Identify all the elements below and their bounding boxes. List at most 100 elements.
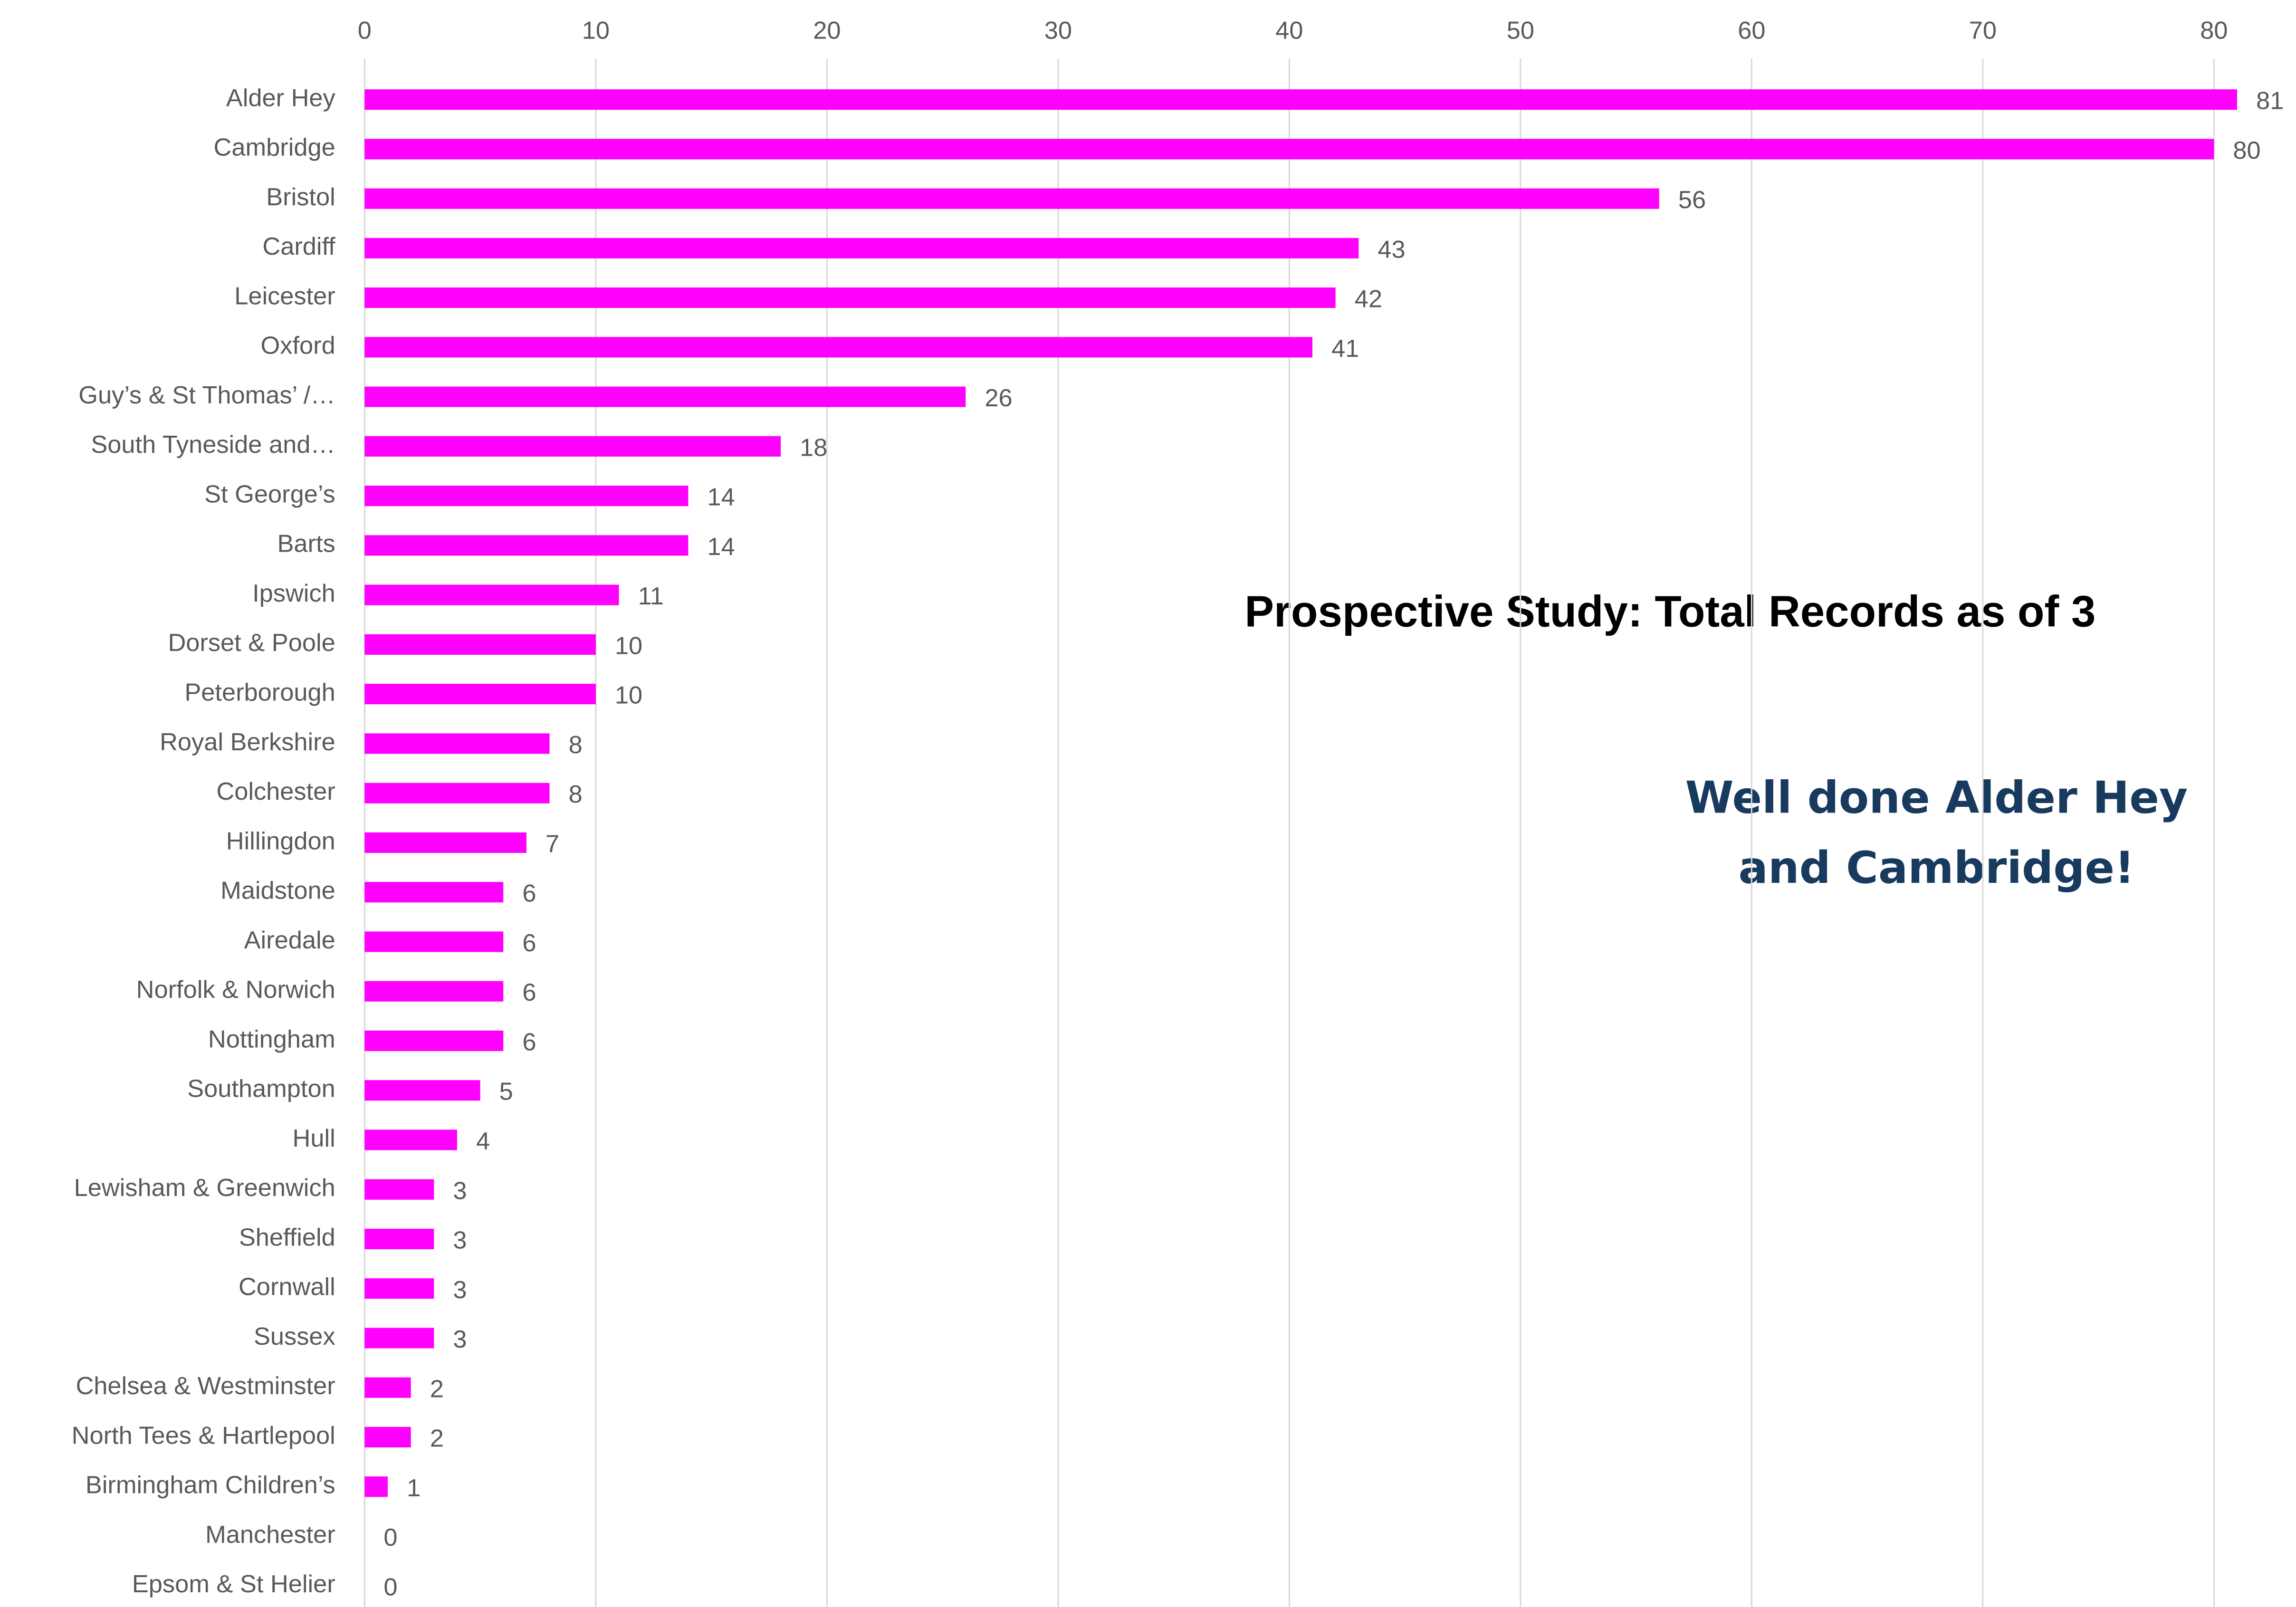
value-label: 18 [800, 434, 827, 461]
value-label: 3 [453, 1227, 467, 1254]
bar [364, 386, 966, 407]
y-tick-label: Hull [293, 1125, 335, 1152]
y-tick-label: Barts [277, 530, 335, 558]
y-tick-label: Hillingdon [226, 827, 335, 855]
value-label: 5 [499, 1078, 513, 1106]
y-tick-label: Bristol [266, 183, 335, 211]
bar [364, 832, 526, 853]
y-tick-label: Manchester [205, 1521, 335, 1549]
y-tick-label: Oxford [261, 332, 335, 360]
bar [364, 684, 596, 705]
y-tick-label: North Tees & Hartlepool [72, 1422, 335, 1449]
y-tick-label: Sheffield [239, 1224, 335, 1251]
bar [364, 1179, 434, 1200]
value-label: 81 [2256, 87, 2284, 115]
bar [364, 188, 1659, 209]
value-label: 10 [615, 632, 642, 660]
value-label: 14 [708, 484, 735, 511]
bar [364, 535, 689, 556]
bar [364, 1278, 434, 1299]
x-tick-label: 40 [1275, 17, 1303, 45]
bar [364, 981, 504, 1002]
y-tick-label: Cardiff [262, 233, 335, 260]
y-tick-label: Peterborough [184, 679, 335, 706]
y-tick-label: South Tyneside and… [91, 431, 335, 459]
value-label: 11 [638, 583, 664, 610]
value-label: 6 [522, 979, 536, 1006]
y-tick-label: Dorset & Poole [168, 629, 335, 657]
bar [364, 931, 504, 952]
x-tick-label: 10 [582, 17, 610, 45]
bar [364, 337, 1313, 358]
y-tick-label: Lewisham & Greenwich [74, 1174, 335, 1202]
value-label: 43 [1378, 236, 1405, 263]
value-label: 3 [453, 1276, 467, 1304]
bar [364, 1377, 411, 1398]
value-label: 0 [383, 1573, 397, 1601]
bar [364, 287, 1336, 308]
y-tick-label: Cambridge [214, 134, 335, 162]
bar [364, 1426, 411, 1448]
y-tick-label: Maidstone [220, 877, 335, 905]
y-tick-label: Sussex [254, 1323, 335, 1350]
value-label: 6 [522, 929, 536, 957]
value-label: 2 [430, 1425, 444, 1453]
y-tick-label: Birmingham Children’s [86, 1472, 335, 1499]
annotation: Well done Alder Hey and Cambridge! [1685, 773, 2188, 895]
value-label: 14 [708, 533, 735, 561]
bar [364, 486, 689, 507]
value-label: 10 [615, 682, 642, 709]
bar [364, 634, 596, 655]
bar [364, 89, 2238, 110]
annotation-box: Well done Alder Hey and Cambridge! [1685, 773, 2188, 895]
y-tick-label: Epsom & St Helier [132, 1570, 335, 1598]
bar [364, 1030, 504, 1052]
value-label: 4 [476, 1128, 490, 1155]
y-tick-label: Southampton [187, 1075, 335, 1103]
bar [364, 882, 504, 903]
bar [364, 1476, 388, 1497]
y-tick-label: Ipswich [252, 580, 335, 607]
value-label: 56 [1678, 186, 1706, 214]
y-tick-label: Airedale [244, 927, 335, 954]
x-tick-label: 50 [1507, 17, 1534, 45]
value-label: 7 [545, 830, 559, 858]
value-label: 3 [453, 1177, 467, 1205]
bar [364, 436, 781, 457]
x-tick-label: 30 [1044, 17, 1072, 45]
x-tick-label: 0 [358, 17, 372, 45]
value-label: 6 [522, 880, 536, 908]
chart-title: Prospective Study: Total Records as of 3 [1244, 587, 2095, 636]
value-label: 26 [985, 384, 1012, 412]
bar [364, 238, 1359, 258]
value-label: 8 [569, 731, 583, 759]
bar [364, 1328, 434, 1349]
y-tick-label: St George’s [204, 480, 335, 508]
bar [364, 783, 550, 804]
x-tick-label: 80 [2200, 17, 2228, 45]
value-label: 8 [569, 781, 583, 808]
value-label: 42 [1355, 286, 1382, 313]
y-tick-label: Leicester [234, 282, 335, 310]
y-tick-label: Chelsea & Westminster [76, 1372, 335, 1400]
value-label: 80 [2233, 137, 2260, 164]
value-label: 3 [453, 1326, 467, 1353]
bar [364, 584, 619, 605]
x-tick-label: 60 [1738, 17, 1765, 45]
value-label: 2 [430, 1375, 444, 1403]
value-label: 0 [383, 1524, 397, 1551]
bar [364, 139, 2214, 160]
y-tick-label: Norfolk & Norwich [136, 976, 335, 1004]
y-tick-label: Colchester [216, 778, 335, 805]
bar [364, 733, 550, 754]
bar [364, 1129, 457, 1150]
y-tick-label: Nottingham [208, 1025, 335, 1053]
y-tick-label: Royal Berkshire [160, 728, 335, 756]
value-label: 6 [522, 1028, 536, 1056]
x-tick-label: 20 [813, 17, 841, 45]
value-label: 41 [1331, 335, 1359, 363]
x-tick-label: 70 [1969, 17, 1997, 45]
value-label: 1 [407, 1474, 421, 1502]
y-tick-label: Alder Hey [226, 84, 336, 112]
